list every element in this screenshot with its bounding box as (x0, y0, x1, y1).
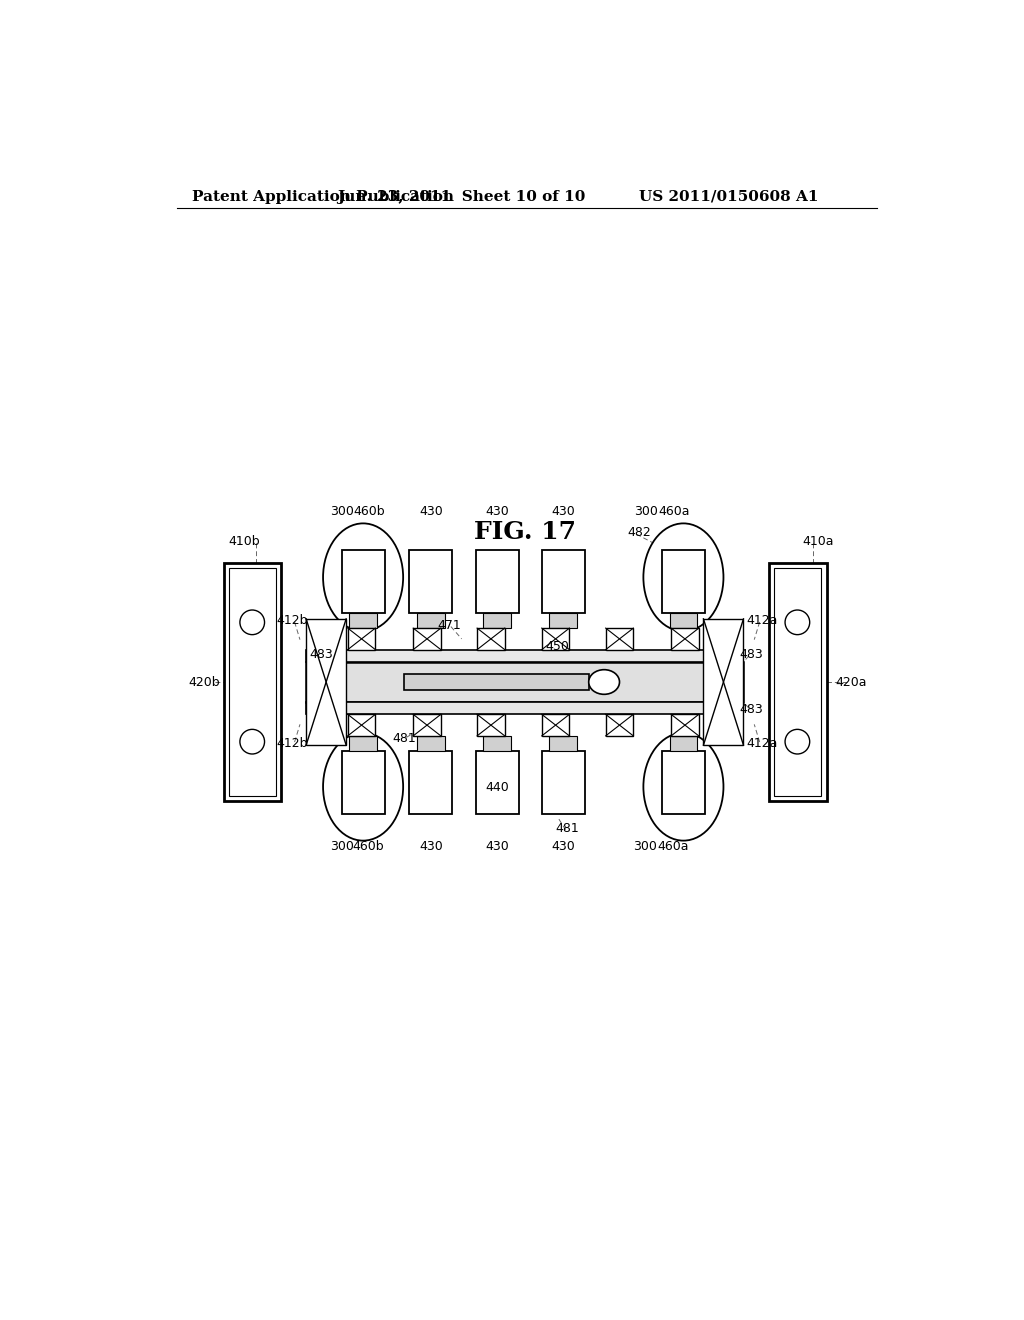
Text: 450: 450 (545, 640, 569, 653)
Text: 430: 430 (419, 504, 442, 517)
Bar (483, 612, 511, 628)
Text: 300: 300 (330, 841, 353, 853)
Text: 460b: 460b (353, 504, 385, 517)
Bar (223, 562, 282, 801)
Bar (542, 751, 585, 814)
Text: 430: 430 (485, 841, 509, 853)
Text: 481: 481 (393, 733, 417, 746)
Text: 430: 430 (419, 841, 442, 853)
Ellipse shape (240, 730, 264, 754)
Bar (349, 737, 377, 751)
Bar (477, 628, 505, 649)
Ellipse shape (240, 610, 264, 635)
Text: 412b: 412b (276, 614, 308, 627)
Bar (605, 714, 634, 737)
Text: 460a: 460a (656, 841, 688, 853)
Bar (403, 675, 589, 689)
Bar (306, 702, 743, 714)
Text: 482: 482 (627, 527, 650, 539)
Ellipse shape (643, 733, 724, 841)
Bar (542, 714, 569, 737)
Text: 410a: 410a (803, 535, 834, 548)
Bar (413, 714, 441, 737)
Bar (542, 549, 585, 612)
Ellipse shape (323, 733, 403, 841)
Text: Jun. 23, 2011  Sheet 10 of 10: Jun. 23, 2011 Sheet 10 of 10 (338, 190, 586, 203)
Bar (306, 649, 743, 663)
Text: 430: 430 (552, 841, 575, 853)
Bar (671, 628, 698, 649)
Bar (417, 612, 444, 628)
Bar (769, 562, 826, 801)
Text: 471: 471 (437, 619, 461, 631)
Text: 430: 430 (485, 504, 509, 517)
Text: 483: 483 (739, 704, 763, 717)
Bar (662, 549, 705, 612)
Bar (774, 568, 821, 796)
Bar (662, 751, 705, 814)
Bar (342, 549, 385, 612)
Text: 300: 300 (330, 504, 353, 517)
Text: 300: 300 (635, 504, 658, 517)
Text: 412a: 412a (746, 614, 777, 627)
Bar (342, 751, 385, 814)
Bar (483, 737, 511, 751)
Text: 420b: 420b (188, 676, 220, 689)
Bar (550, 612, 578, 628)
Bar (410, 549, 453, 612)
Ellipse shape (643, 523, 724, 631)
Bar (417, 737, 444, 751)
Bar (477, 714, 505, 737)
Text: 300: 300 (633, 841, 656, 853)
Bar (671, 714, 698, 737)
Bar (413, 628, 441, 649)
Text: 481: 481 (555, 822, 579, 834)
Bar (306, 619, 346, 744)
Bar (410, 751, 453, 814)
Bar (349, 612, 377, 628)
Bar (542, 628, 569, 649)
Text: 410b: 410b (228, 535, 260, 548)
Text: US 2011/0150608 A1: US 2011/0150608 A1 (639, 190, 818, 203)
Bar (348, 628, 376, 649)
Bar (229, 568, 276, 796)
Bar (306, 663, 743, 702)
Text: 412a: 412a (746, 737, 777, 750)
Bar (348, 714, 376, 737)
Text: 412b: 412b (276, 737, 308, 750)
Ellipse shape (785, 610, 810, 635)
Ellipse shape (785, 730, 810, 754)
Bar (703, 619, 743, 744)
Text: 460b: 460b (352, 841, 384, 853)
Text: 430: 430 (552, 504, 575, 517)
Text: 483: 483 (739, 648, 763, 661)
Bar (475, 751, 518, 814)
Bar (605, 628, 634, 649)
Bar (670, 612, 697, 628)
Text: Patent Application Publication: Patent Application Publication (193, 190, 455, 203)
Ellipse shape (323, 523, 403, 631)
Text: 440: 440 (485, 781, 509, 795)
Text: 460a: 460a (658, 504, 690, 517)
Text: 483: 483 (309, 648, 334, 661)
Text: 420a: 420a (836, 676, 867, 689)
Text: FIG. 17: FIG. 17 (474, 520, 575, 544)
Bar (475, 549, 518, 612)
Bar (670, 737, 697, 751)
Ellipse shape (589, 669, 620, 694)
Bar (550, 737, 578, 751)
